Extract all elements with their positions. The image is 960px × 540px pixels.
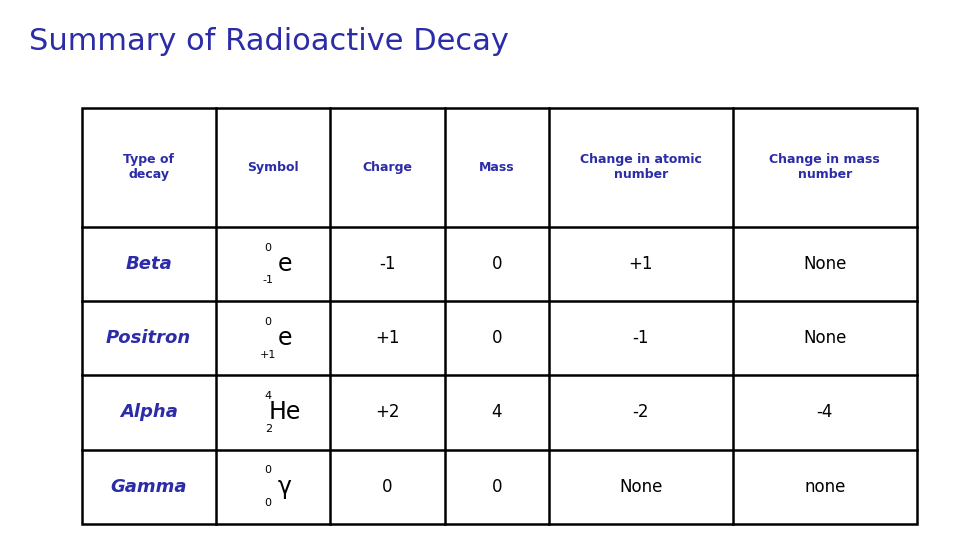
Text: 0: 0	[265, 242, 272, 253]
Text: Beta: Beta	[126, 255, 172, 273]
Text: -1: -1	[263, 275, 274, 285]
Text: +1: +1	[260, 349, 276, 360]
Text: Summary of Radioactive Decay: Summary of Radioactive Decay	[29, 27, 509, 56]
Text: 2: 2	[265, 424, 272, 434]
Text: 0: 0	[492, 255, 502, 273]
Text: Change in mass
number: Change in mass number	[770, 153, 880, 181]
Text: 0: 0	[265, 498, 272, 508]
Text: -2: -2	[633, 403, 649, 421]
Text: Gamma: Gamma	[110, 478, 187, 496]
Text: +1: +1	[629, 255, 653, 273]
Text: 0: 0	[265, 465, 272, 475]
Text: +1: +1	[375, 329, 399, 347]
Text: 0: 0	[492, 329, 502, 347]
Text: 0: 0	[382, 478, 393, 496]
Text: γ: γ	[277, 475, 292, 498]
Text: Symbol: Symbol	[247, 161, 299, 174]
Text: e: e	[277, 326, 292, 350]
Text: None: None	[619, 478, 662, 496]
Text: -1: -1	[633, 329, 649, 347]
Text: None: None	[804, 255, 847, 273]
Text: Charge: Charge	[362, 161, 413, 174]
Text: Mass: Mass	[479, 161, 515, 174]
Text: Type of
decay: Type of decay	[123, 153, 174, 181]
Text: +2: +2	[375, 403, 399, 421]
Text: Alpha: Alpha	[120, 403, 178, 421]
Text: Change in atomic
number: Change in atomic number	[580, 153, 702, 181]
Text: 0: 0	[265, 317, 272, 327]
Text: -1: -1	[379, 255, 396, 273]
Text: Positron: Positron	[107, 329, 191, 347]
Text: -4: -4	[817, 403, 833, 421]
Text: e: e	[277, 252, 292, 276]
Text: None: None	[804, 329, 847, 347]
Text: 0: 0	[492, 478, 502, 496]
Text: He: He	[269, 401, 300, 424]
Text: 4: 4	[492, 403, 502, 421]
Text: 4: 4	[265, 391, 272, 401]
Text: none: none	[804, 478, 846, 496]
